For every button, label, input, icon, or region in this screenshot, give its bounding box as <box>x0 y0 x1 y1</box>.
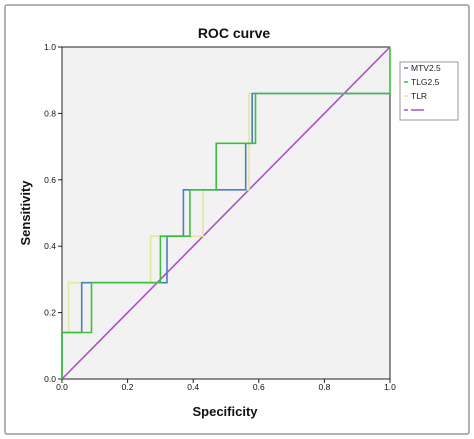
x-tick-label: 0.0 <box>56 382 68 392</box>
legend-label: MTV2.5 <box>411 63 441 73</box>
y-tick-label: 0.2 <box>44 308 56 318</box>
y-tick-label: 0.0 <box>44 374 56 384</box>
y-tick-label: 0.8 <box>44 108 56 118</box>
y-tick-label: 0.6 <box>44 175 56 185</box>
x-tick-label: 0.4 <box>187 382 199 392</box>
legend-label: TLR <box>411 91 427 101</box>
legend-label: TLG2.5 <box>411 77 440 87</box>
x-tick-label: 1.0 <box>384 382 396 392</box>
y-tick-label: 0.4 <box>44 241 56 251</box>
x-tick-label: 0.2 <box>122 382 134 392</box>
legend <box>399 61 459 121</box>
y-tick-label: 1.0 <box>44 42 56 52</box>
y-axis-label: Sensitivity <box>18 180 33 246</box>
series-line-tlg2-5 <box>61 47 391 379</box>
reference-line <box>61 46 391 380</box>
x-axis-label: Specificity <box>192 404 258 419</box>
x-tick-label: 0.6 <box>253 382 265 392</box>
chart-title: ROC curve <box>198 25 271 41</box>
x-tick-label: 0.8 <box>318 382 330 392</box>
